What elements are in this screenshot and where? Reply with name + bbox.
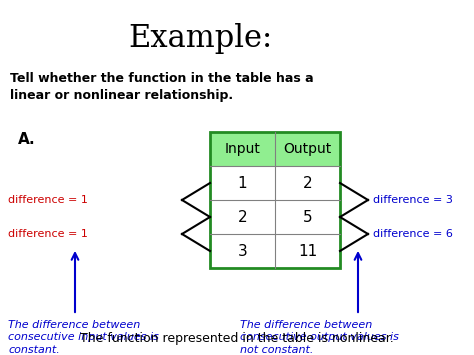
Text: The function represented in the table is nonlinear.: The function represented in the table is… [80,332,394,345]
Text: 1: 1 [237,175,247,191]
Bar [210,132,340,166]
Text: 5: 5 [303,209,312,224]
Text: difference = 1: difference = 1 [8,229,88,239]
Text: difference = 3: difference = 3 [373,195,453,205]
Text: Example:: Example: [128,22,272,54]
Text: Tell whether the function in the table has a
linear or nonlinear relationship.: Tell whether the function in the table h… [10,72,314,102]
Bar [210,132,340,268]
Text: 3: 3 [237,244,247,258]
Text: Input: Input [225,142,260,156]
Text: 11: 11 [298,244,317,258]
Text: 2: 2 [303,175,312,191]
Text: Output: Output [283,142,332,156]
Text: The difference between
consecutive output values is
not constant.: The difference between consecutive outpu… [240,320,399,355]
Text: difference = 1: difference = 1 [8,195,88,205]
Text: difference = 6: difference = 6 [373,229,453,239]
Text: The difference between
consecutive input values is
constant.: The difference between consecutive input… [8,320,159,355]
Text: A.: A. [18,132,36,147]
Text: 2: 2 [237,209,247,224]
